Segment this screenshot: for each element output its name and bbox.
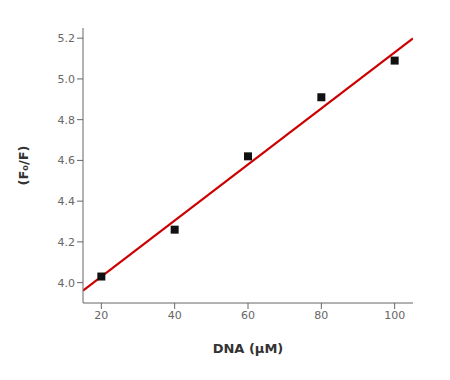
svg-text:DNA (μM): DNA (μM): [213, 341, 284, 356]
svg-text:60: 60: [241, 309, 255, 322]
svg-text:5.0: 5.0: [58, 73, 76, 86]
svg-text:5.2: 5.2: [58, 32, 76, 45]
svg-text:4.0: 4.0: [58, 277, 76, 290]
svg-text:4.8: 4.8: [58, 114, 76, 127]
svg-text:100: 100: [384, 309, 405, 322]
svg-text:4.4: 4.4: [58, 195, 76, 208]
svg-text:4.2: 4.2: [58, 236, 76, 249]
svg-text:20: 20: [94, 309, 108, 322]
svg-text:(F₀/F): (F₀/F): [16, 145, 31, 185]
svg-text:80: 80: [314, 309, 328, 322]
svg-text:40: 40: [168, 309, 182, 322]
svg-text:4.6: 4.6: [58, 154, 76, 167]
